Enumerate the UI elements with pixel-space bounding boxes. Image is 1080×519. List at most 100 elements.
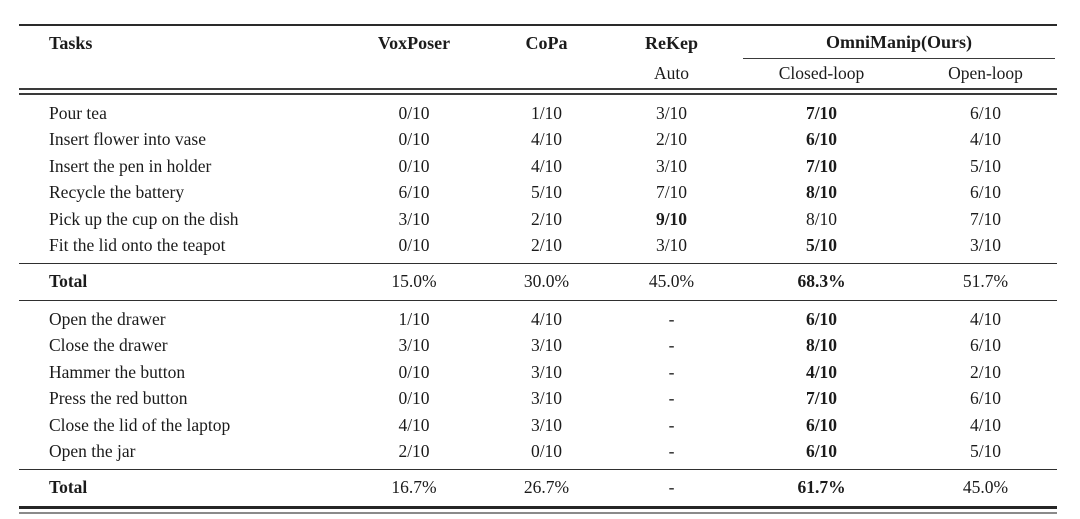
- header-separator-rule: [19, 88, 1057, 95]
- cell-task: Open the drawer: [49, 308, 166, 329]
- cell-rekep: -: [668, 308, 675, 329]
- cell-copa: 2/10: [530, 235, 563, 255]
- cell-task: Recycle the battery: [49, 182, 185, 202]
- cell-voxposer: 15.0%: [391, 271, 437, 292]
- cell-task: Insert flower into vase: [49, 129, 206, 149]
- cell-open-loop: 7/10: [969, 208, 1002, 229]
- cell-closed-loop: 8/10: [805, 182, 838, 202]
- cell-voxposer: 3/10: [398, 335, 430, 355]
- cell-copa: 4/10: [530, 308, 563, 329]
- cell-voxposer: 6/10: [398, 182, 430, 202]
- table-row: Pour tea 0/10 1/10 3/10 7/10 6/10: [19, 100, 1057, 127]
- cell-voxposer: 16.7%: [391, 477, 437, 498]
- col-subheader-auto: Auto: [654, 62, 689, 83]
- cell-copa: 3/10: [530, 388, 563, 408]
- cell-task: Hammer the button: [49, 361, 186, 382]
- cell-total-label: Total: [49, 271, 88, 292]
- cell-voxposer: 4/10: [398, 414, 430, 435]
- cell-task: Pour tea: [49, 102, 107, 123]
- cell-closed-loop: 68.3%: [797, 271, 846, 292]
- top-rule: [19, 24, 1057, 26]
- section-manipulation-tasks: Pour tea 0/10 1/10 3/10 7/10 6/10 Insert…: [19, 95, 1057, 263]
- cell-copa: 0/10: [530, 441, 563, 461]
- cell-closed-loop: 6/10: [805, 414, 838, 435]
- cell-open-loop: 3/10: [969, 235, 1002, 255]
- header-row-1: Tasks VoxPoser CoPa ReKep OmniManip(Ours…: [19, 26, 1057, 59]
- cell-voxposer: 1/10: [398, 308, 430, 329]
- cell-voxposer: 3/10: [398, 208, 430, 229]
- cell-rekep: 45.0%: [648, 271, 695, 292]
- table-row: Insert the pen in holder 0/10 4/10 3/10 …: [19, 153, 1057, 180]
- cell-task: Open the jar: [49, 441, 136, 461]
- section-articulated-tasks: Open the drawer 1/10 4/10 - 6/10 4/10 Cl…: [19, 301, 1057, 469]
- col-header-voxposer: VoxPoser: [377, 32, 451, 53]
- col-header-omnimanip: OmniManip(Ours): [825, 32, 972, 52]
- cell-rekep: -: [668, 441, 675, 461]
- header-row-2: Auto Closed-loop Open-loop: [19, 59, 1057, 88]
- table-row: Hammer the button 0/10 3/10 - 4/10 2/10: [19, 359, 1057, 386]
- cell-closed-loop: 8/10: [805, 335, 838, 355]
- table-row: Close the drawer 3/10 3/10 - 8/10 6/10: [19, 333, 1057, 360]
- cell-copa: 1/10: [530, 102, 563, 123]
- cell-voxposer: 0/10: [398, 155, 430, 176]
- cell-rekep: 9/10: [655, 208, 688, 229]
- cell-closed-loop: 7/10: [805, 155, 838, 176]
- table-row: Insert flower into vase 0/10 4/10 2/10 6…: [19, 127, 1057, 154]
- cell-rekep: -: [668, 388, 675, 408]
- total-row-2: Total 16.7% 26.7% - 61.7% 45.0%: [19, 470, 1057, 506]
- section-rule: [19, 263, 1057, 264]
- table-row: Recycle the battery 6/10 5/10 7/10 8/10 …: [19, 180, 1057, 207]
- cell-rekep: 3/10: [655, 235, 688, 255]
- cell-copa: 3/10: [530, 335, 563, 355]
- cell-task: Close the lid of the laptop: [49, 414, 231, 435]
- cell-rekep: 3/10: [655, 102, 688, 123]
- cell-closed-loop: 5/10: [805, 235, 838, 255]
- cell-rekep: 3/10: [655, 155, 688, 176]
- cell-closed-loop: 7/10: [805, 102, 838, 123]
- col-header-omnimanip-group: OmniManip(Ours): [743, 26, 1055, 59]
- table-row: Pick up the cup on the dish 3/10 2/10 9/…: [19, 206, 1057, 233]
- cell-closed-loop: 6/10: [805, 441, 838, 461]
- table-row: Press the red button 0/10 3/10 - 7/10 6/…: [19, 386, 1057, 413]
- cell-rekep: -: [668, 335, 675, 355]
- col-subheader-closed-loop: Closed-loop: [778, 62, 865, 83]
- cell-open-loop: 4/10: [969, 129, 1002, 149]
- table-row: Close the lid of the laptop 4/10 3/10 - …: [19, 412, 1057, 439]
- cell-voxposer: 2/10: [398, 441, 430, 461]
- cell-rekep: 2/10: [655, 129, 688, 149]
- cell-open-loop: 5/10: [969, 155, 1002, 176]
- cell-copa: 4/10: [530, 155, 563, 176]
- cell-open-loop: 6/10: [969, 335, 1002, 355]
- cell-voxposer: 0/10: [398, 129, 430, 149]
- results-table: Tasks VoxPoser CoPa ReKep OmniManip(Ours…: [19, 24, 1057, 514]
- cell-closed-loop: 4/10: [805, 361, 838, 382]
- cell-open-loop: 2/10: [969, 361, 1002, 382]
- cell-copa: 3/10: [530, 414, 563, 435]
- cell-rekep: 7/10: [655, 182, 688, 202]
- cell-closed-loop: 7/10: [805, 388, 838, 408]
- cell-closed-loop: 6/10: [805, 308, 838, 329]
- cell-open-loop: 45.0%: [962, 477, 1009, 498]
- section-rule: [19, 300, 1057, 301]
- col-header-rekep: ReKep: [645, 32, 698, 53]
- table-row: Open the drawer 1/10 4/10 - 6/10 4/10: [19, 306, 1057, 333]
- bottom-rule: [19, 506, 1057, 514]
- cell-task: Pick up the cup on the dish: [49, 208, 239, 229]
- cell-copa: 2/10: [530, 208, 563, 229]
- col-header-copa: CoPa: [525, 32, 568, 53]
- cell-voxposer: 0/10: [398, 388, 430, 408]
- table-row: Open the jar 2/10 0/10 - 6/10 5/10: [19, 439, 1057, 466]
- cell-open-loop: 6/10: [969, 388, 1002, 408]
- cell-task: Press the red button: [49, 388, 188, 408]
- cell-task: Insert the pen in holder: [49, 155, 212, 176]
- cell-closed-loop: 8/10: [805, 208, 838, 229]
- cell-open-loop: 51.7%: [962, 271, 1009, 292]
- table-row: Fit the lid onto the teapot 0/10 2/10 3/…: [19, 233, 1057, 260]
- cell-voxposer: 0/10: [398, 235, 430, 255]
- cell-closed-loop: 61.7%: [797, 477, 846, 498]
- col-header-tasks: Tasks: [49, 32, 93, 53]
- cell-copa: 3/10: [530, 361, 563, 382]
- cell-open-loop: 5/10: [969, 441, 1002, 461]
- cell-copa: 5/10: [530, 182, 563, 202]
- cell-open-loop: 6/10: [969, 102, 1002, 123]
